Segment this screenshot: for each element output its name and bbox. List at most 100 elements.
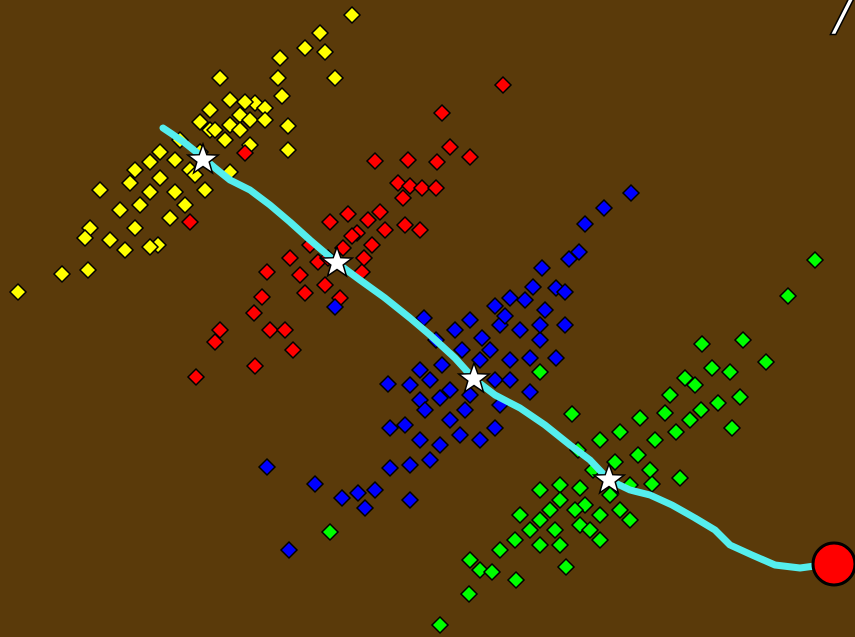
data-point [500,350,520,370]
data-point [445,320,465,340]
data-point [115,240,135,260]
data-point [532,258,552,278]
data-point [610,500,630,520]
data-point [410,430,430,450]
centroid-star-blue [456,360,492,394]
data-point [412,178,432,198]
data-point [244,303,264,323]
data-point [459,584,479,604]
data-point [272,86,292,106]
data-point [400,490,420,510]
data-point [430,388,450,408]
data-point [702,358,722,378]
data-point [590,505,610,525]
data-point [295,283,315,303]
data-point [594,198,614,218]
data-point [378,374,398,394]
data-point [605,452,625,472]
data-point [520,382,540,402]
data-point [320,212,340,232]
data-point [400,375,420,395]
data-point [546,348,566,368]
data-point [590,530,610,550]
data-point [733,330,753,350]
data-point [410,360,430,380]
data-point [530,535,550,555]
centroid-star-yellow [185,141,221,175]
data-point [205,332,225,352]
data-point [315,275,335,295]
data-point [332,488,352,508]
data-point [325,297,345,317]
data-point [120,173,140,193]
data-point [628,445,648,465]
data-point [380,418,400,438]
data-point [393,188,413,208]
data-point [320,522,340,542]
data-point [252,287,272,307]
data-point [500,370,520,390]
data-point [165,182,185,202]
data-point [550,535,570,555]
data-point [470,430,490,450]
data-point [440,137,460,157]
data-point [52,264,72,284]
data-point [278,116,298,136]
data-point [175,195,195,215]
data-point [260,320,280,340]
data-point [482,562,502,582]
data-point [535,300,555,320]
data-point [355,498,375,518]
data-point [620,510,640,530]
data-point [375,220,395,240]
data-point [472,328,492,348]
data-point [432,355,452,375]
data-point [235,92,255,112]
data-point [348,483,368,503]
data-point [270,48,290,68]
data-point [395,215,415,235]
series-blue [257,183,641,560]
data-point [505,530,525,550]
data-point [520,520,540,540]
data-point [670,468,690,488]
data-point [140,152,160,172]
data-point [460,310,480,330]
centroid-star-green [591,461,627,495]
data-point [400,455,420,475]
data-point [400,176,420,196]
data-point [78,260,98,280]
data-point [720,362,740,382]
data-point [575,214,595,234]
data-point [362,235,382,255]
data-point [268,68,288,88]
data-point [630,408,650,428]
data-point [205,120,225,140]
data-point [610,422,630,442]
data-point [200,100,220,120]
data-point [520,348,540,368]
data-point [480,340,500,360]
data-point [398,150,418,170]
data-point [550,490,570,510]
data-point [523,277,543,297]
data-point [295,38,315,58]
data-point [565,500,585,520]
data-point [75,228,95,248]
data-point [540,500,560,520]
data-point [655,403,675,423]
data-point [365,480,385,500]
data-point [470,350,490,370]
data-point [530,330,550,350]
data-point [342,226,362,246]
data-point [354,248,374,268]
data-point [130,195,150,215]
data-point [358,210,378,230]
data-point [555,315,575,335]
data-point [730,387,750,407]
data-point [570,478,590,498]
data-point [420,370,440,390]
data-point [645,430,665,450]
